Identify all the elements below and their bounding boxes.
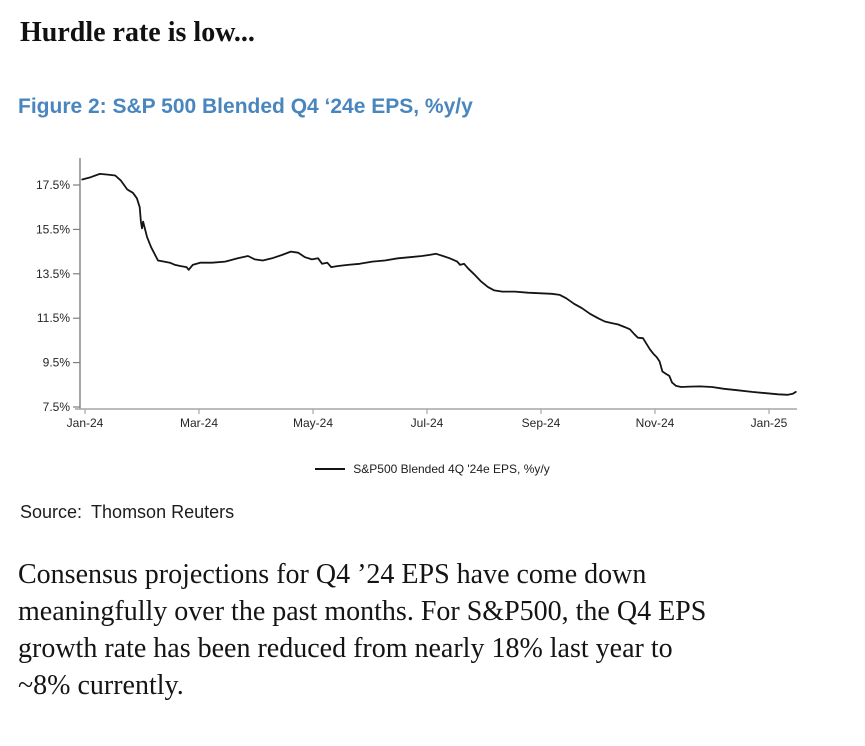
- x-axis-tick-label: Jan-25: [751, 416, 788, 430]
- figure-title: Figure 2: S&P 500 Blended Q4 ‘24e EPS, %…: [18, 95, 473, 118]
- x-axis-tick-label: May-24: [293, 416, 333, 430]
- source-value: Thomson Reuters: [91, 502, 235, 522]
- eps-line-chart: 7.5% 9.5% 11.5% 13.5% 15.5% 17.5% Jan-24 Mar-24…: [36, 158, 797, 430]
- source-label: Source:: [20, 502, 83, 522]
- x-axis-tick-label: Nov-24: [636, 416, 675, 430]
- body-paragraph: Consensus projections for Q4 ’24 EPS hav…: [18, 556, 706, 704]
- legend-line-sample-icon: [315, 468, 346, 470]
- x-axis-tick-label: Sep-24: [522, 416, 561, 430]
- y-axis-tick-label: 15.5%: [36, 222, 70, 236]
- x-axis-tick-label: Jan-24: [67, 416, 104, 430]
- y-axis-tick-label: 11.5%: [37, 311, 70, 325]
- page-title: Hurdle rate is low...: [20, 17, 255, 48]
- eps-series-line: [81, 172, 797, 396]
- paragraph-line: growth rate has been reduced from nearly…: [18, 633, 673, 664]
- y-axis-tick-label: 7.5%: [43, 400, 71, 414]
- legend-series-label: S&P500 Blended 4Q '24e EPS, %y/y: [353, 462, 550, 476]
- source-line: Source: Thomson Reuters: [20, 502, 234, 523]
- paragraph-line: Consensus projections for Q4 ’24 EPS hav…: [18, 559, 647, 590]
- y-axis-tick-label: 13.5%: [36, 267, 70, 281]
- chart-legend: S&P500 Blended 4Q '24e EPS, %y/y: [0, 462, 865, 476]
- paragraph-line: ~8% currently.: [18, 670, 184, 701]
- x-axis-tick-label: Jul-24: [411, 416, 444, 430]
- x-axis-tick-label: Mar-24: [180, 416, 218, 430]
- y-axis-tick-label: 9.5%: [43, 356, 71, 370]
- y-axis-tick-label: 17.5%: [36, 178, 70, 192]
- paragraph-line: meaningfully over the past months. For S…: [18, 596, 707, 627]
